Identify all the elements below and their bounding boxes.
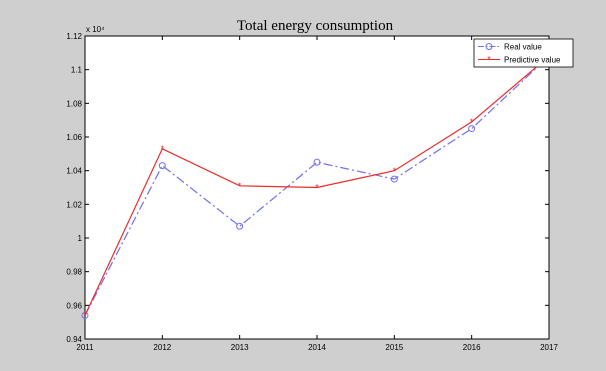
legend-marker-predictive-value: *: [487, 55, 491, 65]
legend-marker-real-value: [485, 43, 493, 50]
x-tick-label: 2016: [463, 343, 481, 352]
y-tick-label: 1.08: [66, 99, 82, 108]
x-tick-label: 2017: [540, 343, 558, 352]
legend-label-predictive-value: Predictive value: [504, 56, 561, 65]
data-point-real-value: [313, 158, 321, 166]
y-tick-label: 1.04: [66, 167, 82, 176]
legend-label-real-value: Real value: [504, 43, 542, 52]
data-point-real-value: [468, 125, 476, 133]
x-axis: 2011 2012 2013 2014 2015 2016 2017: [76, 36, 558, 352]
x-tick-label: 2014: [308, 343, 326, 352]
y-tick-label: 1.1: [71, 66, 83, 75]
x-tick-label: 2013: [231, 343, 249, 352]
y-exponent-label: x 10⁴: [86, 25, 105, 34]
data-point-real-value: [81, 311, 89, 319]
y-tick-label: 1.12: [66, 32, 82, 41]
data-point-real-value: [236, 222, 244, 230]
data-point-predictive-value: *: [161, 144, 165, 154]
chart-title: Total energy consumption: [237, 18, 394, 34]
data-point-real-value: [390, 175, 398, 183]
y-tick-label: 0.98: [66, 268, 82, 277]
series-line-predictive-value: [84, 55, 550, 316]
x-tick-label: 2015: [385, 343, 403, 352]
x-tick-label: 2012: [153, 343, 171, 352]
data-point-predictive-value: *: [315, 183, 319, 193]
data-point-real-value: [158, 162, 166, 170]
y-tick-label: 1.06: [66, 133, 82, 142]
y-tick-label: 1.02: [66, 200, 82, 209]
y-axis: 0.94 0.96 0.98 1 1.02 1.04 1.06 1.08 1.1 1.12: [66, 32, 549, 344]
legend: Real value * Predictive value: [473, 38, 574, 68]
data-point-predictive-value: *: [83, 311, 87, 321]
y-tick-label: 1: [78, 234, 83, 243]
y-tick-label: 0.94: [66, 335, 82, 344]
data-point-predictive-value: *: [470, 117, 474, 127]
data-point-predictive-value: *: [238, 181, 242, 191]
x-tick-label: 2011: [76, 343, 94, 352]
data-point-predictive-value: *: [393, 166, 397, 176]
y-tick-label: 0.96: [66, 301, 82, 310]
